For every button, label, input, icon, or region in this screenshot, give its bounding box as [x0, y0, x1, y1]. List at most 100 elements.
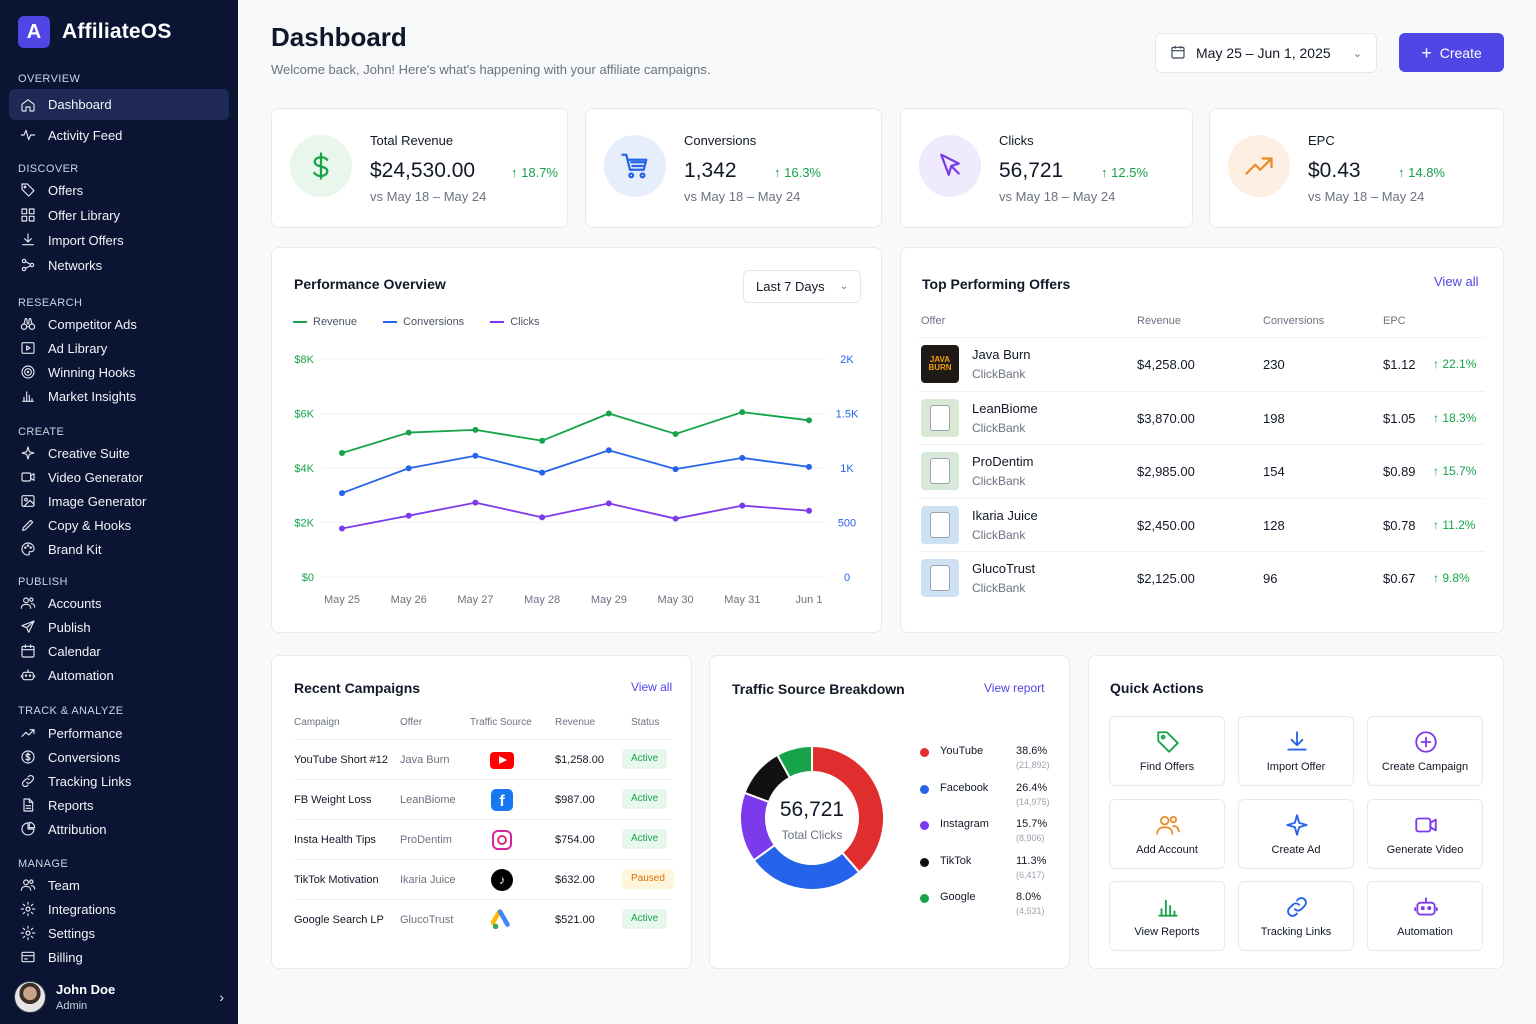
chevron-down-icon: ⌄: [1352, 47, 1362, 60]
sidebar-item-label: Billing: [48, 949, 83, 965]
users-icon: [20, 595, 36, 611]
quick-action-add-account[interactable]: Add Account: [1109, 798, 1225, 869]
quick-action-generate-video[interactable]: Generate Video: [1367, 798, 1483, 869]
brand[interactable]: A AffiliateOS: [18, 16, 172, 48]
col-revenue: Revenue: [555, 717, 596, 728]
table-row[interactable]: FB Weight Loss LeanBiome f $987.00 Active: [294, 779, 672, 819]
sidebar-item-ad-library[interactable]: Ad Library: [0, 336, 238, 360]
sidebar-item-performance[interactable]: Performance: [0, 721, 238, 745]
sidebar-item-copy-hooks[interactable]: Copy & Hooks: [0, 513, 238, 537]
binoculars-icon: [20, 316, 36, 332]
quick-action-view-reports[interactable]: View Reports: [1109, 881, 1225, 951]
sidebar-item-offers[interactable]: Offers: [0, 178, 238, 202]
nav-section: TRACK & ANALYZE: [0, 704, 238, 718]
quick-action-tracking-links[interactable]: Tracking Links: [1238, 881, 1354, 951]
sidebar-item-networks[interactable]: Networks: [0, 253, 238, 277]
legend-revenue[interactable]: Revenue: [293, 316, 357, 328]
source-name: Google: [940, 891, 976, 904]
offer-revenue: $4,258.00: [1137, 357, 1195, 372]
legend-dot: [920, 894, 929, 904]
data-point: [806, 507, 812, 514]
offer-change: ↑ 11.2%: [1433, 517, 1476, 532]
chart-legend: Revenue Conversions Clicks: [293, 316, 540, 328]
data-point: [806, 417, 812, 424]
campaign-name: YouTube Short #12: [294, 754, 388, 766]
sidebar-item-label: Settings: [48, 925, 95, 941]
data-point: [405, 465, 412, 472]
table-row[interactable]: Ikaria Juice ClickBank $2,450.00 128 $0.78 ↑ …: [919, 497, 1485, 551]
brand-logo: A: [18, 16, 50, 48]
donut-slice-youtube[interactable]: [811, 744, 885, 874]
traffic-source-row: Instagram 15.7% (8,906): [920, 817, 1050, 853]
table-row[interactable]: LeanBiome ClickBank $3,870.00 198 $1.05 ↑ 18.…: [919, 390, 1485, 444]
col-traffic-source: Traffic Source: [470, 717, 532, 728]
quick-action-automation[interactable]: Automation: [1367, 881, 1483, 951]
create-button[interactable]: + Create: [1399, 33, 1504, 72]
quick-action-find-offers[interactable]: Find Offers: [1109, 716, 1225, 786]
offer-thumbnail: [921, 505, 959, 544]
status-badge: Active: [622, 749, 668, 769]
sidebar-item-brand-kit[interactable]: Brand Kit: [0, 537, 238, 561]
table-row[interactable]: Insta Health Tips ProDentim $754.00 Active: [294, 819, 672, 859]
sidebar-item-integrations[interactable]: Integrations: [0, 897, 238, 921]
donut-slice-google[interactable]: [775, 744, 813, 780]
kpi-compare: vs May 18 – May 24: [684, 189, 801, 204]
view-all-campaigns-link[interactable]: View all: [631, 680, 673, 694]
sidebar-item-offer-library[interactable]: Offer Library: [0, 203, 238, 227]
quick-action-create-campaign[interactable]: Create Campaign: [1367, 716, 1483, 786]
kpi-card: Total Revenue $24,530.00 ↑ 18.7% vs May 18 …: [271, 108, 568, 228]
sidebar-item-tracking-links[interactable]: Tracking Links: [0, 769, 238, 793]
legend-dot: [920, 821, 929, 831]
sidebar-item-activity-feed[interactable]: Activity Feed: [0, 123, 238, 147]
performance-title: Performance Overview: [294, 276, 446, 292]
sidebar-item-winning-hooks[interactable]: Winning Hooks: [0, 360, 238, 384]
table-row[interactable]: JAVA BURN Java Burn ClickBank $4,258.00 230 $…: [919, 337, 1485, 390]
kpi-compare: vs May 18 – May 24: [370, 189, 487, 204]
date-range-picker[interactable]: May 25 – Jun 1, 2025 ⌄: [1155, 33, 1377, 73]
data-point: [672, 466, 679, 473]
data-point: [605, 500, 612, 507]
sidebar-item-automation[interactable]: Automation: [0, 663, 238, 687]
sidebar-item-reports[interactable]: Reports: [0, 793, 238, 817]
y-left-tick-label: $0: [302, 572, 314, 584]
range-select[interactable]: Last 7 Days ⌄: [743, 270, 861, 303]
sidebar-item-settings[interactable]: Settings: [0, 921, 238, 945]
sidebar-item-dashboard[interactable]: Dashboard: [9, 89, 229, 120]
view-all-offers-link[interactable]: View all: [1434, 274, 1479, 289]
quick-action-label: Generate Video: [1386, 843, 1464, 856]
sidebar-item-calendar[interactable]: Calendar: [0, 639, 238, 663]
sidebar-item-accounts[interactable]: Accounts: [0, 591, 238, 615]
sidebar-item-video-generator[interactable]: Video Generator: [0, 465, 238, 489]
sidebar-item-creative-suite[interactable]: Creative Suite: [0, 441, 238, 465]
traffic-source-title: Traffic Source Breakdown: [732, 681, 905, 697]
sidebar-item-conversions[interactable]: Conversions: [0, 745, 238, 769]
nav-section: CREATE: [0, 425, 238, 439]
legend-conversions[interactable]: Conversions: [383, 316, 464, 328]
sidebar-item-label: Brand Kit: [48, 541, 102, 557]
x-tick-label: May 28: [524, 594, 560, 606]
quick-action-import-offer[interactable]: Import Offer: [1238, 716, 1354, 786]
offer-thumbnail: [921, 452, 959, 490]
sidebar-item-competitor-ads[interactable]: Competitor Ads: [0, 312, 238, 336]
facebook-icon: f: [490, 788, 514, 812]
campaign-revenue: $987.00: [555, 794, 595, 806]
sidebar-item-publish[interactable]: Publish: [0, 615, 238, 639]
table-row[interactable]: ProDentim ClickBank $2,985.00 154 $0.89 ↑ 15.…: [919, 444, 1485, 497]
user-menu[interactable]: John Doe Admin ›: [14, 978, 224, 1016]
offer-name: ProDentim: [972, 454, 1034, 469]
kpi-value: $24,530.00: [370, 159, 476, 182]
sidebar-item-team[interactable]: Team: [0, 873, 238, 897]
sidebar-item-market-insights[interactable]: Market Insights: [0, 384, 238, 408]
table-row[interactable]: TikTok Motivation Ikaria Juice ♪ $632.00 Pau…: [294, 859, 674, 899]
table-row[interactable]: GlucoTrust ClickBank $2,125.00 96 $0.67 ↑ 9.8…: [919, 551, 1485, 604]
sidebar-item-attribution[interactable]: Attribution: [0, 817, 238, 841]
sidebar-item-import-offers[interactable]: Import Offers: [0, 228, 238, 252]
view-report-link[interactable]: View report: [984, 681, 1045, 695]
table-row[interactable]: Google Search LP GlucoTrust $521.00 Active: [294, 899, 672, 939]
sidebar-item-billing[interactable]: Billing: [0, 945, 238, 969]
quick-action-create-ad[interactable]: Create Ad: [1238, 798, 1354, 869]
nav-section-title: PUBLISH: [18, 576, 68, 588]
legend-clicks[interactable]: Clicks: [490, 316, 540, 328]
table-row[interactable]: YouTube Short #12 Java Burn $1,258.00 Activ…: [294, 739, 672, 779]
sidebar-item-image-generator[interactable]: Image Generator: [0, 489, 238, 513]
